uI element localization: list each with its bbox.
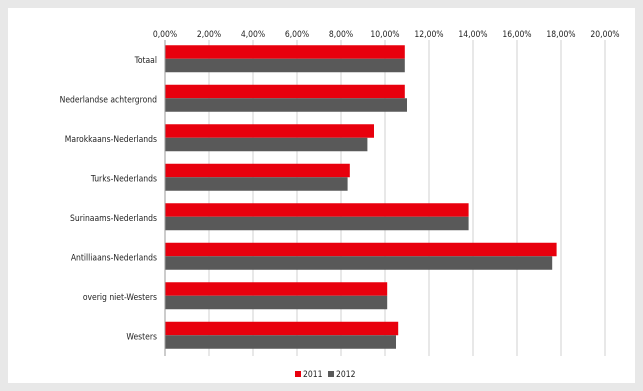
legend-label-2012: 2012 bbox=[336, 370, 356, 380]
x-tick-label: 4,00% bbox=[241, 30, 265, 40]
legend-label-2011: 2011 bbox=[303, 370, 323, 380]
bar-chart: 0,00% 2,00% 4,00% 6,00% 8,00% 10,00% 12,00% 14,… bbox=[60, 30, 620, 380]
bars bbox=[165, 45, 557, 349]
x-tick-label: 8,00% bbox=[329, 30, 353, 40]
x-tick-label: 12,00% bbox=[414, 30, 443, 40]
bar-2012-6 bbox=[165, 295, 388, 310]
category-label: Totaal bbox=[134, 56, 157, 66]
bar-2011-3 bbox=[165, 163, 350, 178]
bar-2011-6 bbox=[165, 282, 388, 296]
x-tick-labels: 0,00% 2,00% 4,00% 6,00% 8,00% 10,00% 12,00% 14,… bbox=[153, 30, 620, 40]
category-labels: Totaal Nederlandse achtergrond Marokkaans-… bbox=[60, 56, 158, 343]
x-tick-label: 2,00% bbox=[197, 30, 221, 40]
bar-2011-1 bbox=[165, 84, 405, 99]
bar-2012-7 bbox=[165, 335, 396, 349]
bar-2012-5 bbox=[165, 256, 553, 270]
bar-2011-4 bbox=[165, 203, 469, 217]
x-tick-label: 0,00% bbox=[153, 30, 177, 40]
bar-2012-4 bbox=[165, 216, 469, 231]
bar-2011-2 bbox=[165, 124, 374, 138]
chart-frame: 0,00% 2,00% 4,00% 6,00% 8,00% 10,00% 12,00% 14,… bbox=[8, 8, 635, 383]
bar-2012-1 bbox=[165, 98, 407, 112]
bar-2012-2 bbox=[165, 137, 368, 152]
x-tick-label: 6,00% bbox=[285, 30, 309, 40]
legend: 2011 2012 bbox=[295, 370, 356, 380]
bar-2011-5 bbox=[165, 242, 557, 257]
bar-2011-7 bbox=[165, 321, 399, 336]
x-tick-label: 14,00% bbox=[458, 30, 487, 40]
x-tick-label: 16,00% bbox=[502, 30, 531, 40]
bar-2011-0 bbox=[165, 45, 405, 59]
category-label: Surinaams-Nederlands bbox=[70, 214, 157, 224]
x-tick-label: 10,00% bbox=[370, 30, 399, 40]
x-tick-label: 20,00% bbox=[590, 30, 619, 40]
category-label: Westers bbox=[126, 332, 157, 342]
x-tick-label: 18,00% bbox=[546, 30, 575, 40]
category-label: Antilliaans-Nederlands bbox=[71, 253, 157, 263]
legend-swatch-2012 bbox=[328, 371, 334, 377]
bar-2012-0 bbox=[165, 58, 405, 73]
category-label: Marokkaans-Nederlands bbox=[65, 135, 157, 145]
category-label: overig niet-Westers bbox=[83, 293, 157, 303]
category-label: Nederlandse achtergrond bbox=[60, 95, 158, 105]
legend-swatch-2011 bbox=[295, 371, 301, 377]
bar-2012-3 bbox=[165, 177, 348, 191]
category-label: Turks-Nederlands bbox=[90, 174, 157, 184]
